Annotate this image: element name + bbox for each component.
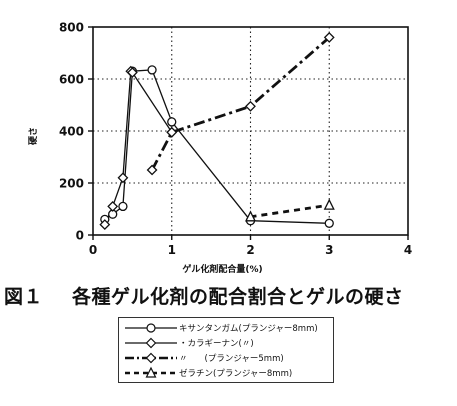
series-line-1 <box>104 69 330 224</box>
legend-sample-diamond-dashdot <box>125 352 177 364</box>
x-tick-label: 2 <box>246 243 254 257</box>
y-tick-label: 200 <box>59 177 84 191</box>
axis-ticks: 0 1 2 3 4 0 200 400 600 800 <box>59 21 412 258</box>
data-point-diamond <box>126 67 138 78</box>
data-point-diamond <box>117 172 129 184</box>
data-point-diamond <box>99 219 111 231</box>
legend-label: キサンタンガム(プランジャー8mm) <box>179 324 318 334</box>
data-point-diamond <box>146 164 158 176</box>
legend-sample-circle <box>125 323 177 333</box>
data-point-diamond <box>323 31 335 43</box>
legend-label: ・カラギーナン(〃) <box>179 339 254 349</box>
x-axis-title: ゲル化剤配合量(%) <box>182 263 262 275</box>
figure-number: 図１ <box>4 286 44 308</box>
legend-item: 〃 (プランジャー5mm) <box>119 350 331 366</box>
x-tick-label: 3 <box>325 243 333 257</box>
data-point-diamond <box>166 126 178 138</box>
series-line-3 <box>150 36 331 171</box>
y-axis-title: 硬さ <box>28 127 39 145</box>
data-point-triangle <box>244 210 257 222</box>
chart: 0 1 2 3 4 0 200 400 600 800 硬さ ゲル化剤配合量(%) <box>28 21 412 276</box>
y-tick-label: 400 <box>59 125 84 139</box>
y-tick-label: 0 <box>76 229 84 243</box>
figure-title: 各種ゲル化剤の配合割合とゲルの硬さ <box>72 286 404 308</box>
legend-item: キサンタンガム(プランジャー8mm) <box>119 320 331 336</box>
x-tick-label: 0 <box>89 243 97 257</box>
data-point-circle <box>167 117 177 127</box>
x-tick-label: 4 <box>404 243 412 257</box>
data-point-circle <box>147 65 157 75</box>
data-point-diamond <box>245 100 256 112</box>
legend-item: ・カラギーナン(〃) <box>119 335 331 351</box>
legend-item: ゼラチン(プランジャー8mm) <box>119 365 331 381</box>
x-tick-label: 1 <box>168 243 176 257</box>
data-point-circle <box>324 218 334 228</box>
legend-sample-diamond <box>125 337 177 349</box>
data-point-diamond <box>107 200 119 212</box>
data-point-triangle <box>323 198 335 210</box>
y-tick-label: 600 <box>59 73 84 87</box>
legend-label: 〃 (プランジャー5mm) <box>179 354 284 364</box>
series-line-4 <box>250 203 330 219</box>
legend-label: ゼラチン(プランジャー8mm) <box>179 369 293 379</box>
series-markers <box>99 31 335 231</box>
legend-sample-triangle <box>125 366 177 378</box>
data-point-circle <box>118 201 128 212</box>
y-tick-label: 800 <box>59 21 84 35</box>
grid <box>93 27 408 235</box>
legend: キサンタンガム(プランジャー8mm) ・カラギーナン(〃) 〃 (プランジャー5… <box>118 317 334 383</box>
